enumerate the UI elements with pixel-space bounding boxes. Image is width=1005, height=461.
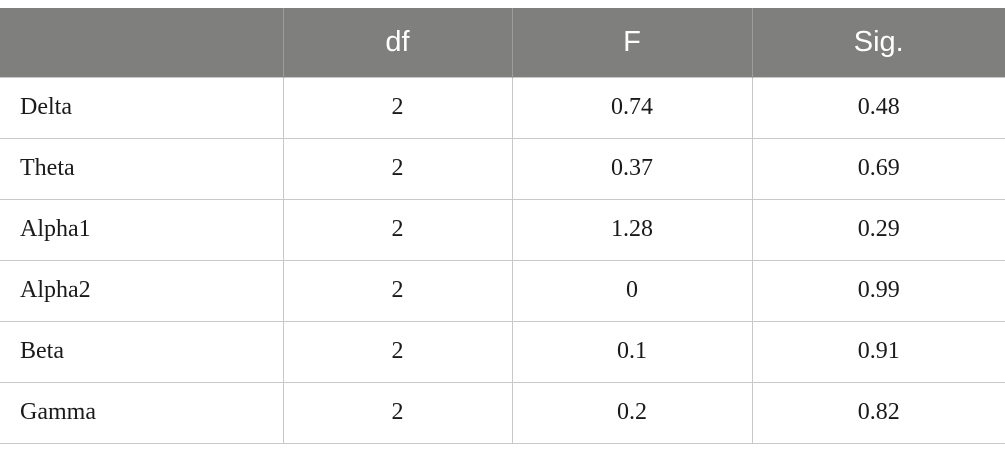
sig-cell: 0.29: [751, 198, 1005, 261]
table-body: Delta 2 0.74 0.48 Theta 2 0.37 0.69 Alph…: [0, 76, 1005, 444]
f-cell: 0: [511, 259, 753, 322]
sig-cell: 0.99: [751, 259, 1005, 322]
table-header: df F Sig.: [0, 8, 1005, 77]
header-cell-label: [0, 8, 284, 77]
df-cell: 2: [282, 381, 513, 444]
table-row: Theta 2 0.37 0.69: [0, 137, 1005, 200]
f-cell: 0.2: [511, 381, 753, 444]
table-row: Alpha1 2 1.28 0.29: [0, 198, 1005, 261]
sig-cell: 0.69: [751, 137, 1005, 200]
header-row: df F Sig.: [0, 8, 1005, 77]
f-cell: 0.1: [511, 320, 753, 383]
header-cell-df: df: [282, 8, 513, 77]
table-row: Alpha2 2 0 0.99: [0, 259, 1005, 322]
anova-table-container: df F Sig. Delta 2 0.74 0.48 Theta 2 0.37…: [0, 8, 1005, 444]
table-row: Delta 2 0.74 0.48: [0, 76, 1005, 139]
row-label-cell: Delta: [0, 76, 284, 139]
sig-cell: 0.48: [751, 76, 1005, 139]
header-cell-sig: Sig.: [751, 8, 1005, 77]
row-label-cell: Alpha1: [0, 198, 284, 261]
sig-cell: 0.91: [751, 320, 1005, 383]
f-cell: 0.37: [511, 137, 753, 200]
row-label-cell: Alpha2: [0, 259, 284, 322]
table-row: Gamma 2 0.2 0.82: [0, 381, 1005, 444]
f-cell: 1.28: [511, 198, 753, 261]
df-cell: 2: [282, 198, 513, 261]
df-cell: 2: [282, 137, 513, 200]
row-label-cell: Gamma: [0, 381, 284, 444]
df-cell: 2: [282, 259, 513, 322]
table-row: Beta 2 0.1 0.91: [0, 320, 1005, 383]
df-cell: 2: [282, 320, 513, 383]
sig-cell: 0.82: [751, 381, 1005, 444]
header-cell-f: F: [511, 8, 753, 77]
anova-table: df F Sig. Delta 2 0.74 0.48 Theta 2 0.37…: [0, 8, 1005, 444]
row-label-cell: Theta: [0, 137, 284, 200]
f-cell: 0.74: [511, 76, 753, 139]
df-cell: 2: [282, 76, 513, 139]
row-label-cell: Beta: [0, 320, 284, 383]
